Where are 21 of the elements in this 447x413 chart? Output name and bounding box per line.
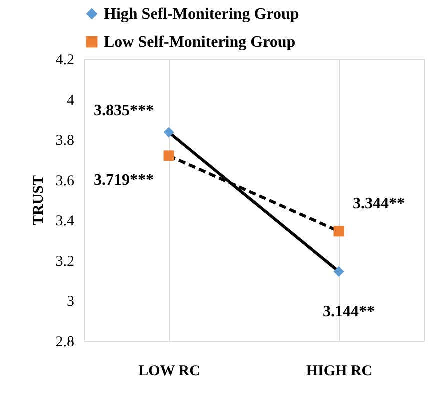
x-tick-label: LOW RC <box>138 364 200 380</box>
y-tick-label: 3.8 <box>56 133 74 150</box>
y-tick-label: 4 <box>67 92 75 109</box>
y-tick-label: 3 <box>67 294 74 310</box>
y-tick-label: 2.8 <box>56 334 74 350</box>
y-tick-label: 3.2 <box>56 254 74 270</box>
data-label: 3.144** <box>323 304 375 321</box>
point <box>164 150 174 162</box>
data-label: 3.835*** <box>94 102 154 120</box>
y-tick-label: 4.2 <box>56 52 74 68</box>
point <box>334 226 344 237</box>
point <box>164 127 174 138</box>
data-label: 3.344** <box>353 195 405 212</box>
y-tick-label: 3.6 <box>56 173 75 190</box>
legend-label: Low Self-Monitering Group <box>104 34 296 51</box>
y-axis-title: TRUST <box>30 175 47 226</box>
y-tick-label: 3.4 <box>56 214 75 230</box>
x-tick-label: HIGH RC <box>306 364 373 380</box>
legend-label: High Sefl-Monitering Group <box>104 6 300 23</box>
data-label: 3.719*** <box>94 172 154 189</box>
point <box>334 266 344 277</box>
